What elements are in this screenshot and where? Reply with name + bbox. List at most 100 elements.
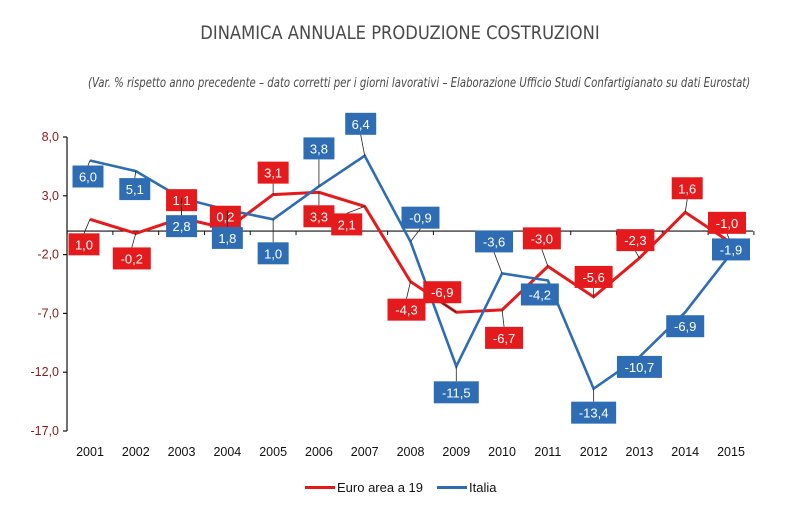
data-label-euro: -2,3 bbox=[624, 233, 646, 248]
chart-title: DINAMICA ANNUALE PRODUZIONE COSTRUZIONI bbox=[200, 22, 600, 44]
data-label-box bbox=[387, 298, 426, 321]
data-label-euro: -6,7 bbox=[493, 331, 515, 346]
label-leader-line bbox=[83, 219, 91, 234]
data-label-italia: 1,0 bbox=[264, 246, 282, 261]
data-label-box bbox=[712, 238, 750, 261]
data-label-euro: -0,2 bbox=[121, 251, 143, 266]
label-leader-line bbox=[134, 171, 137, 179]
data-label-euro: 1,6 bbox=[678, 181, 696, 196]
y-tick-label: 3,0 bbox=[42, 189, 59, 203]
label-leader-line bbox=[406, 281, 411, 299]
data-label-italia: -4,2 bbox=[529, 287, 551, 302]
x-tick-label: 2011 bbox=[534, 445, 561, 459]
x-tick-label: 2015 bbox=[717, 445, 745, 459]
data-label-italia: 6,0 bbox=[79, 170, 97, 185]
data-label-euro: -6,9 bbox=[431, 285, 453, 300]
data-label-box bbox=[433, 381, 479, 404]
data-label-box bbox=[485, 326, 524, 349]
data-label-italia: -3,6 bbox=[483, 234, 505, 249]
x-tick-label: 2003 bbox=[168, 445, 196, 459]
y-tick-label: -2,0 bbox=[37, 248, 59, 262]
data-label-box bbox=[574, 265, 613, 288]
data-label-italia: -10,7 bbox=[625, 360, 655, 375]
data-label-box bbox=[671, 177, 703, 200]
legend-item-euro: Euro area a 19 bbox=[305, 480, 423, 495]
x-tick-label: 2010 bbox=[488, 445, 516, 459]
data-label-italia: -0,9 bbox=[409, 211, 431, 226]
data-label-italia: 6,4 bbox=[352, 117, 370, 132]
data-label-box bbox=[257, 242, 289, 265]
data-label-italia: -1,9 bbox=[720, 242, 742, 257]
data-label-box bbox=[331, 213, 363, 236]
data-label-box bbox=[257, 161, 289, 184]
x-tick-label: 2004 bbox=[213, 445, 241, 459]
y-tick-label: -12,0 bbox=[31, 365, 60, 379]
legend: Euro area a 19 Italia bbox=[305, 480, 510, 495]
data-label-italia: 3,8 bbox=[310, 141, 328, 156]
label-leader-line bbox=[87, 160, 91, 166]
x-tick-label: 2002 bbox=[122, 445, 150, 459]
label-leader-line bbox=[541, 249, 549, 267]
x-tick-label: 2008 bbox=[397, 445, 425, 459]
data-label-italia: 5,1 bbox=[126, 182, 144, 197]
data-label-euro: 3,3 bbox=[310, 209, 328, 224]
label-leader-line bbox=[360, 134, 366, 156]
data-label-box bbox=[209, 205, 241, 228]
data-label-italia: -11,5 bbox=[442, 385, 471, 400]
data-label-box bbox=[72, 165, 104, 188]
x-tick-label: 2014 bbox=[671, 445, 699, 459]
label-leader-line bbox=[410, 228, 421, 242]
x-tick-label: 2005 bbox=[259, 445, 287, 459]
data-label-box bbox=[166, 215, 198, 238]
label-leader-line bbox=[635, 250, 640, 259]
data-label-italia: -13,4 bbox=[579, 406, 609, 421]
data-labels: 1,0-0,21,10,23,13,32,1-4,3-6,9-6,7-3,0-5… bbox=[68, 112, 750, 424]
data-label-italia: 1,8 bbox=[218, 231, 236, 246]
legend-swatch-italia bbox=[437, 486, 468, 489]
data-label-euro: -5,6 bbox=[582, 270, 604, 285]
data-label-box bbox=[666, 315, 705, 338]
data-label-italia: -6,9 bbox=[674, 319, 696, 334]
legend-item-italia: Italia bbox=[437, 480, 496, 495]
y-tick-label: -7,0 bbox=[37, 306, 59, 320]
label-leader-line bbox=[493, 252, 503, 274]
data-label-euro: -3,0 bbox=[531, 231, 553, 246]
y-tick-label: 8,0 bbox=[42, 130, 59, 144]
legend-label-italia: Italia bbox=[469, 480, 497, 495]
x-tick-label: 2006 bbox=[305, 445, 333, 459]
data-label-box bbox=[68, 233, 100, 256]
chart-subtitle: (Var. % rispetto anno precedente – dato … bbox=[88, 76, 751, 91]
x-tick-label: 2007 bbox=[351, 445, 379, 459]
x-tick-label: 2012 bbox=[580, 445, 608, 459]
x-tick-label: 2013 bbox=[626, 445, 654, 459]
axes: 8,0 3,0 -2,0 -7,0 -12,0 -17,0 2001 2002 2003 2004… bbox=[31, 130, 755, 459]
data-label-box bbox=[616, 355, 662, 378]
data-label-box bbox=[345, 112, 377, 135]
data-label-box bbox=[616, 229, 655, 252]
label-leader-line bbox=[684, 199, 688, 213]
label-leader-line bbox=[346, 206, 365, 214]
label-leader-line bbox=[131, 233, 137, 248]
data-label-euro: -4,3 bbox=[395, 303, 417, 318]
data-label-euro: 1,0 bbox=[75, 237, 93, 252]
data-label-box bbox=[522, 227, 561, 250]
data-label-box bbox=[211, 226, 243, 249]
data-label-box bbox=[571, 401, 617, 424]
y-tick-label: -17,0 bbox=[31, 424, 60, 438]
data-label-euro: 2,1 bbox=[338, 217, 356, 232]
data-label-box bbox=[119, 178, 151, 201]
data-label-box bbox=[401, 206, 440, 229]
data-label-box bbox=[303, 205, 335, 228]
data-label-euro: 3,1 bbox=[264, 166, 282, 181]
data-label-box bbox=[708, 211, 746, 234]
label-leader-line bbox=[501, 309, 505, 327]
data-label-box bbox=[520, 283, 559, 306]
legend-swatch-euro bbox=[305, 486, 335, 489]
data-label-box bbox=[303, 137, 335, 160]
data-label-euro: -1,0 bbox=[716, 216, 738, 231]
data-label-euro: 0,2 bbox=[216, 210, 234, 225]
data-label-box bbox=[112, 247, 151, 270]
data-label-box bbox=[423, 281, 462, 304]
data-label-italia: 2,8 bbox=[173, 219, 191, 234]
